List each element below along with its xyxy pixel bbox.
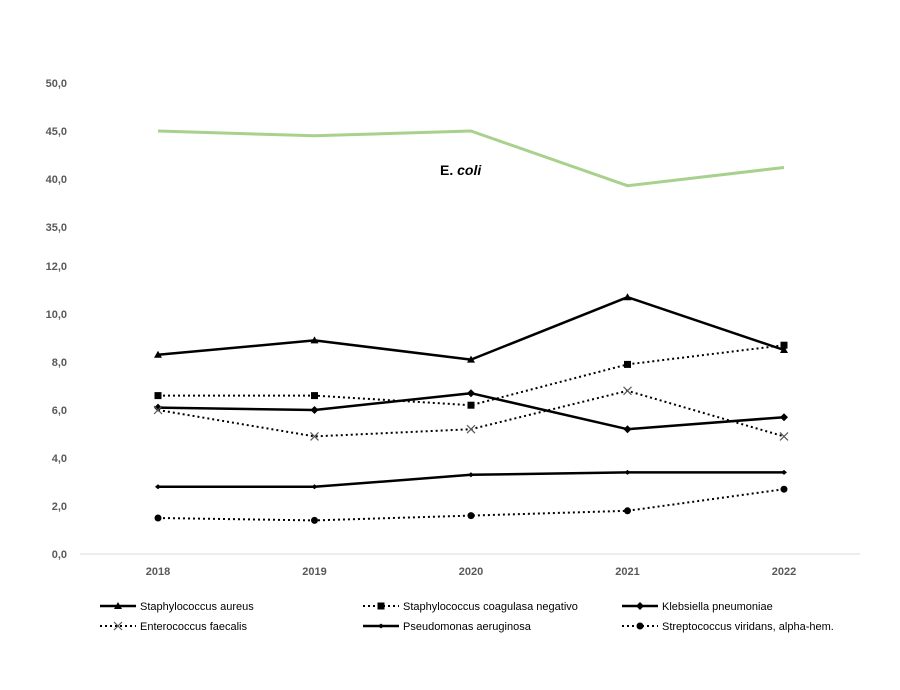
data-point-circle (636, 622, 644, 630)
y-tick-label: 10,0 (46, 309, 67, 321)
y-tick-label: 8,0 (52, 357, 67, 369)
series-s_viri (154, 485, 788, 524)
y-tick-label: 4,0 (52, 453, 67, 465)
data-point-diamond (310, 406, 319, 414)
data-point-diamond (780, 413, 788, 422)
series-p_aer (155, 469, 787, 490)
legend-label: Staphylococcus coagulasa negativo (403, 601, 578, 613)
data-point-plus (624, 469, 631, 475)
data-point-x (466, 424, 476, 434)
series-e_faec (153, 386, 789, 441)
data-point-diamond (467, 389, 475, 398)
legend-label: Klebsiella pneumoniae (662, 601, 773, 613)
data-point-triangle (780, 346, 788, 353)
data-point-circle (154, 514, 162, 522)
y-tick-label: 12,0 (46, 261, 67, 273)
data-point-square (154, 392, 162, 400)
legend-item-e_faec: Enterococcus faecalis (100, 621, 247, 633)
data-point-x (113, 621, 123, 631)
x-tick-label: 2022 (772, 566, 796, 578)
data-point-triangle (310, 336, 319, 344)
data-point-triangle (623, 293, 632, 301)
data-point-square (311, 392, 318, 400)
y-tick-label: 50,0 (46, 78, 67, 90)
axes-layer: 0,0 2,0 4,0 6,0 8,0 10,0 12,0 35,0 40,0 45,0 50,0 2… (46, 78, 860, 578)
data-point-square (780, 341, 788, 349)
data-point-circle (311, 516, 318, 524)
annotation-layer: E. coli (440, 162, 482, 178)
legend-label: Enterococcus faecalis (140, 621, 247, 633)
data-point-plus (311, 484, 318, 490)
data-point-plus (155, 484, 161, 490)
data-point-square (624, 360, 631, 368)
series-line-s_aureus (157, 295, 785, 361)
legend-item-s_aureus: Staphylococcus aureus (100, 601, 254, 613)
ecoli-annotation: E. coli (440, 162, 482, 178)
y-tick-label: 2,0 (52, 501, 67, 513)
y-tick-label: 35,0 (46, 222, 67, 234)
y-tick-label: 0,0 (52, 549, 67, 561)
data-point-circle (624, 507, 631, 515)
series-s_aureus (154, 293, 788, 363)
legend: Staphylococcus aureus Staphylococcus coag… (100, 601, 834, 633)
data-point-x (623, 386, 632, 396)
legend-item-k_pneu: Klebsiella pneumoniae (622, 601, 773, 613)
y-tick-label: 6,0 (52, 405, 67, 417)
data-point-plus (468, 472, 474, 478)
data-point-diamond (636, 602, 644, 610)
data-point-circle (780, 485, 788, 493)
series-line-k_pneu (157, 391, 785, 431)
data-point-plus (378, 623, 384, 629)
data-point-triangle (154, 350, 162, 358)
series-s_coag (154, 341, 788, 409)
data-point-triangle (467, 355, 475, 363)
x-tick-label: 2018 (146, 566, 170, 578)
data-point-x (153, 405, 163, 415)
data-point-x (310, 431, 319, 441)
series-k_pneu (154, 389, 788, 434)
data-point-square (377, 602, 385, 610)
data-point-diamond (623, 425, 632, 434)
legend-item-p_aer: Pseudomonas aeruginosa (363, 621, 532, 633)
data-point-square (467, 401, 475, 409)
legend-label: Pseudomonas aeruginosa (403, 621, 532, 633)
data-point-plus (781, 469, 787, 475)
x-tick-label: 2021 (615, 566, 639, 578)
data-point-x (779, 431, 789, 441)
data-point-circle (467, 512, 475, 520)
series-layer (153, 129, 789, 524)
x-tick-label: 2019 (302, 566, 326, 578)
legend-item-s_coag: Staphylococcus coagulasa negativo (363, 601, 578, 613)
legend-label: Streptococcus viridans, alpha-hem. (662, 621, 834, 633)
series-line-ecoli (157, 129, 785, 188)
data-point-triangle (114, 602, 122, 609)
legend-item-s_viri: Streptococcus viridans, alpha-hem. (622, 621, 834, 633)
x-tick-label: 2020 (459, 566, 483, 578)
series-ecoli (157, 129, 785, 188)
legend-label: Staphylococcus aureus (140, 601, 254, 613)
y-tick-label: 40,0 (46, 174, 67, 186)
y-tick-label: 45,0 (46, 126, 67, 138)
